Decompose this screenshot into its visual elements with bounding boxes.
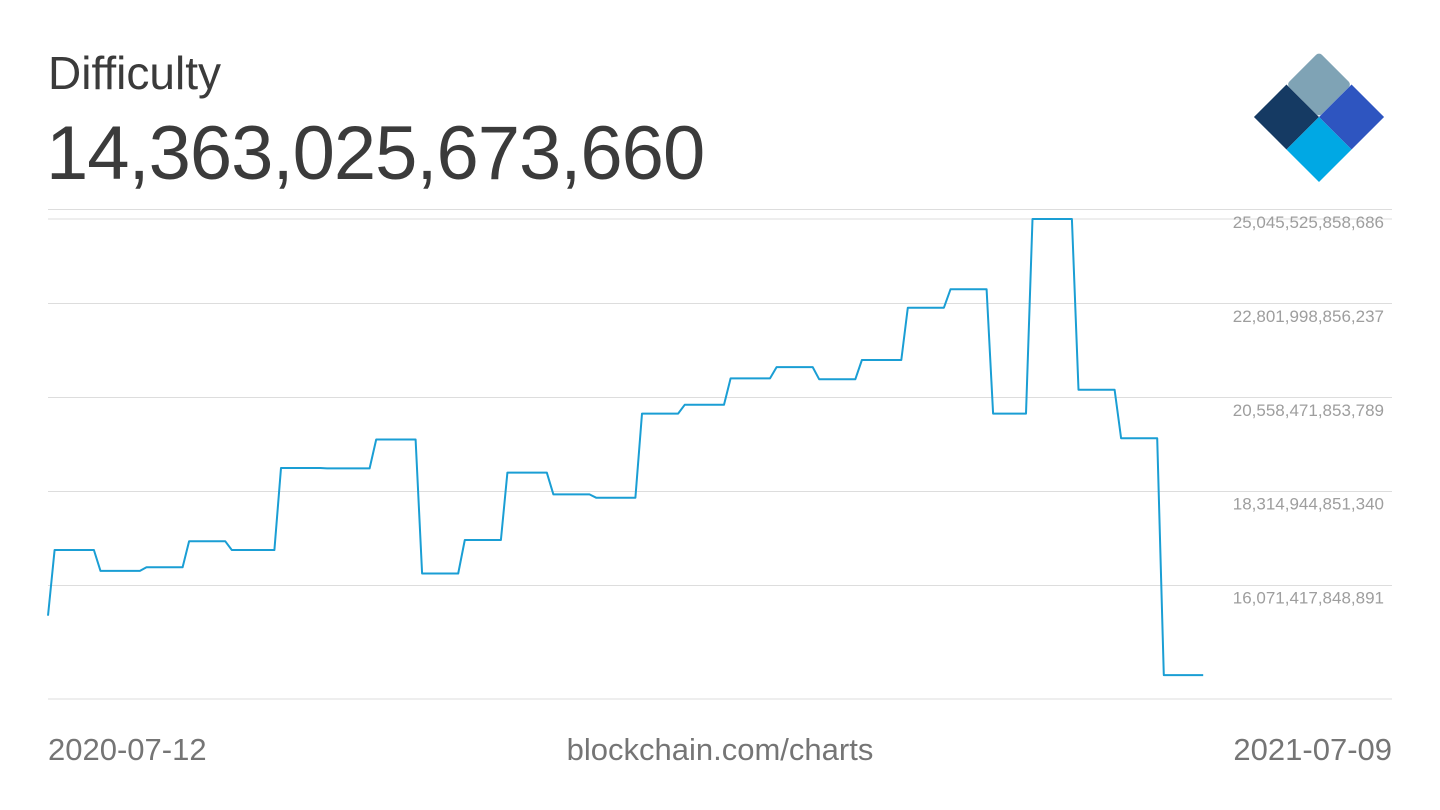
start-date-label: 2020-07-12 xyxy=(48,732,207,767)
current-value: 14,363,025,673,660 xyxy=(46,111,705,196)
y-tick-label: 22,801,998,856,237 xyxy=(1233,307,1384,326)
y-tick-label: 18,314,944,851,340 xyxy=(1233,495,1384,514)
series-line xyxy=(47,218,1204,677)
chart-title: Difficulty xyxy=(48,47,221,99)
y-tick-label: 25,045,525,858,686 xyxy=(1233,213,1384,232)
end-date-label: 2021-07-09 xyxy=(1233,732,1392,767)
source-label: blockchain.com/charts xyxy=(566,732,874,767)
blockchain-logo-icon xyxy=(1253,53,1385,183)
y-tick-label: 16,071,417,848,891 xyxy=(1233,589,1384,608)
y-tick-label: 20,558,471,853,789 xyxy=(1233,401,1384,420)
